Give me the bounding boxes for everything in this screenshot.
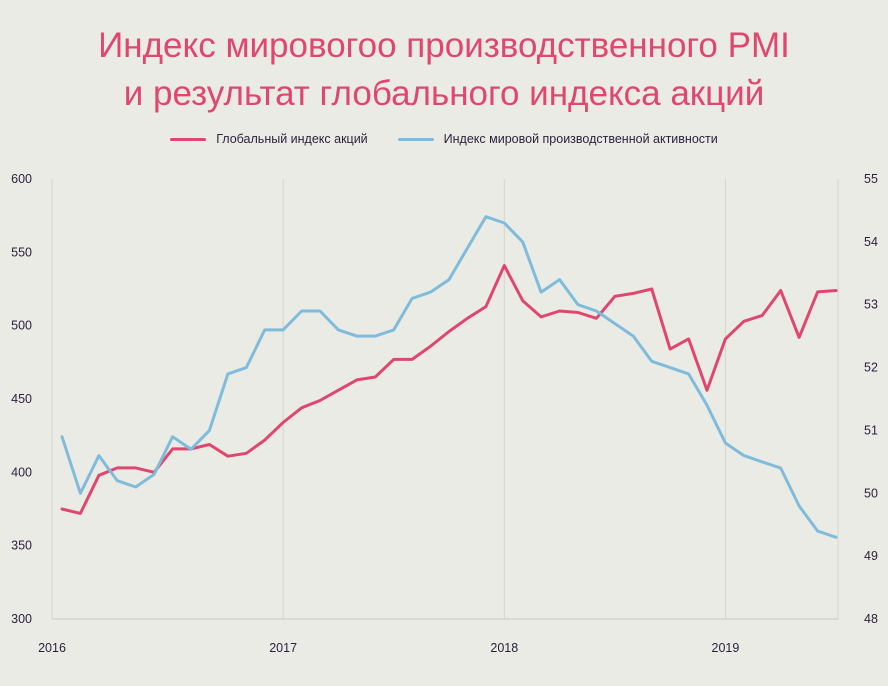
y-left-tick-label: 600 — [11, 172, 32, 186]
legend-label-pmi: Индекс мировой производственной активнос… — [443, 132, 718, 146]
y-left-tick-label: 550 — [11, 245, 32, 259]
y-right-tick-label: 53 — [864, 298, 878, 312]
chart-title-line-2: и результат глобального индекса акций — [123, 74, 765, 113]
x-tick-label: 2019 — [712, 641, 740, 655]
y-right-tick-label: 48 — [864, 612, 878, 626]
x-tick-label: 2016 — [38, 641, 66, 655]
chart-title: Индекс мировогоо производственного PMI и… — [0, 22, 888, 118]
y-right-tick-label: 51 — [864, 423, 878, 437]
legend-item-pmi: Индекс мировой производственной активнос… — [397, 132, 718, 146]
y-left-tick-label: 300 — [11, 612, 32, 626]
legend-swatch-stocks — [170, 137, 207, 141]
series-line-pmi — [60, 215, 838, 539]
y-left-tick-label: 400 — [11, 465, 32, 479]
chart-legend: Глобальный индекс акций Индекс мировой п… — [0, 132, 888, 146]
y-left-tick-label: 450 — [11, 392, 32, 406]
y-right-tick-label: 55 — [864, 172, 878, 186]
series-line-stocks — [60, 264, 838, 515]
y-right-tick-label: 49 — [864, 549, 878, 563]
legend-label-stocks: Глобальный индекс акций — [216, 132, 368, 146]
y-left-tick-label: 350 — [11, 539, 32, 553]
chart-title-line-1: Индекс мировогоо производственного PMI — [98, 26, 790, 65]
y-left-tick-label: 500 — [11, 319, 32, 333]
x-tick-label: 2017 — [269, 641, 297, 655]
x-tick-label: 2018 — [490, 641, 518, 655]
legend-swatch-pmi — [397, 137, 434, 141]
y-right-tick-label: 54 — [864, 235, 878, 249]
y-right-tick-label: 50 — [864, 486, 878, 500]
y-right-tick-label: 52 — [864, 361, 878, 375]
legend-item-stocks: Глобальный индекс акций — [170, 132, 368, 146]
